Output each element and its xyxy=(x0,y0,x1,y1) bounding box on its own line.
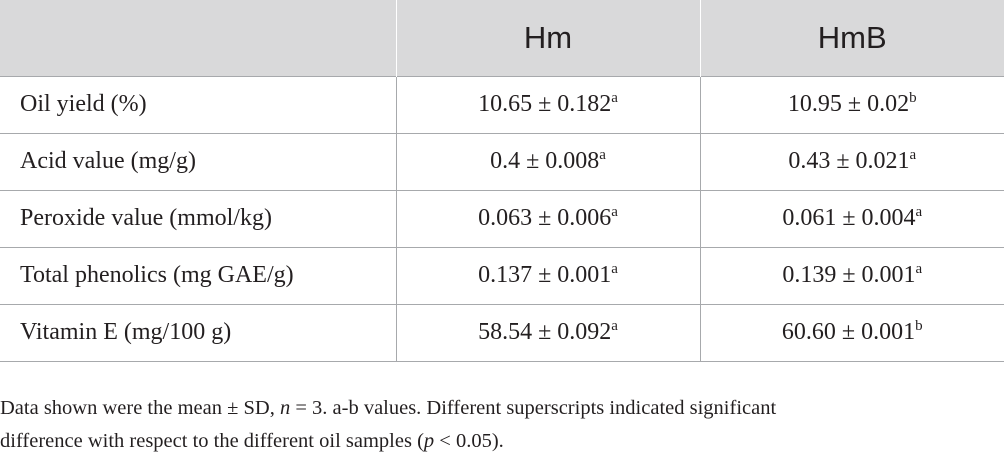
hm-value: 58.54 ± 0.092 xyxy=(478,319,612,345)
hmb-superscript: a xyxy=(915,204,923,220)
hmb-value: 0.139 ± 0.001 xyxy=(782,262,916,288)
hm-value-cell: 0.063 ± 0.006a xyxy=(395,189,700,247)
hm-superscript: a xyxy=(611,318,618,334)
hm-value: 0.137 ± 0.001 xyxy=(478,262,612,288)
hmb-superscript: b xyxy=(909,90,917,106)
hmb-value: 60.60 ± 0.001 xyxy=(781,319,916,345)
hm-superscript: a xyxy=(611,261,618,277)
hm-value-cell: 10.65 ± 0.182a xyxy=(395,75,700,133)
header-cell-hm: Hm xyxy=(395,0,700,76)
table-footnote: Data shown were the mean ± SD, n = 3. a-… xyxy=(0,392,1004,458)
hm-superscript: a xyxy=(611,90,618,106)
footnote-text: < 0.05). xyxy=(434,430,504,452)
table-row: Peroxide value (mmol/kg) 0.063 ± 0.006a … xyxy=(0,189,1004,247)
hmb-superscript: a xyxy=(909,147,917,163)
hm-value-cell: 0.4 ± 0.008a xyxy=(395,132,700,190)
footnote-italic-n: n xyxy=(279,397,291,419)
hmb-value: 10.95 ± 0.02 xyxy=(787,91,910,117)
hmb-value-cell: 0.139 ± 0.001a xyxy=(699,246,1004,304)
hmb-value-cell: 60.60 ± 0.001b xyxy=(699,303,1004,362)
hm-superscript: a xyxy=(611,204,618,220)
table-row: Vitamin E (mg/100 g) 58.54 ± 0.092a 60.6… xyxy=(0,303,1004,362)
hmb-superscript: a xyxy=(915,261,923,277)
hmb-value: 0.061 ± 0.004 xyxy=(782,205,916,231)
header-cell-parameter xyxy=(0,0,396,76)
header-cell-hmb: HmB xyxy=(699,0,1004,76)
footnote-text: Data shown were the mean ± SD, xyxy=(0,397,280,419)
hmb-superscript: b xyxy=(915,318,923,334)
hmb-value: 0.43 ± 0.021 xyxy=(788,148,910,174)
table-row: Total phenolics (mg GAE/g) 0.137 ± 0.001… xyxy=(0,246,1004,304)
table-header-row: Hm HmB xyxy=(0,0,1004,76)
hm-value: 10.65 ± 0.182 xyxy=(478,91,612,117)
footnote-text: = 3. a-b values. Different superscripts … xyxy=(290,397,777,419)
table-row: Acid value (mg/g) 0.4 ± 0.008a 0.43 ± 0.… xyxy=(0,132,1004,190)
oil-properties-table: Hm HmB Oil yield (%) 10.65 ± 0.182a 10.9… xyxy=(0,0,1004,362)
footnote-italic-p: p xyxy=(423,430,435,452)
hm-superscript: a xyxy=(599,147,606,163)
row-label: Oil yield (%) xyxy=(0,75,396,133)
hm-value: 0.063 ± 0.006 xyxy=(478,205,612,231)
hmb-value-cell: 0.061 ± 0.004a xyxy=(699,189,1004,247)
row-label: Vitamin E (mg/100 g) xyxy=(0,303,396,362)
table-row: Oil yield (%) 10.65 ± 0.182a 10.95 ± 0.0… xyxy=(0,75,1004,133)
hmb-value-cell: 0.43 ± 0.021a xyxy=(699,132,1004,190)
hm-value-cell: 0.137 ± 0.001a xyxy=(395,246,700,304)
row-label: Acid value (mg/g) xyxy=(0,132,396,190)
footnote-text: difference with respect to the different… xyxy=(0,430,424,452)
hmb-value-cell: 10.95 ± 0.02b xyxy=(699,75,1004,133)
row-label: Total phenolics (mg GAE/g) xyxy=(0,246,396,304)
row-label: Peroxide value (mmol/kg) xyxy=(0,189,396,247)
hm-value-cell: 58.54 ± 0.092a xyxy=(395,303,700,362)
data-table-container: Hm HmB Oil yield (%) 10.65 ± 0.182a 10.9… xyxy=(0,0,1004,362)
hm-value: 0.4 ± 0.008 xyxy=(490,148,600,174)
